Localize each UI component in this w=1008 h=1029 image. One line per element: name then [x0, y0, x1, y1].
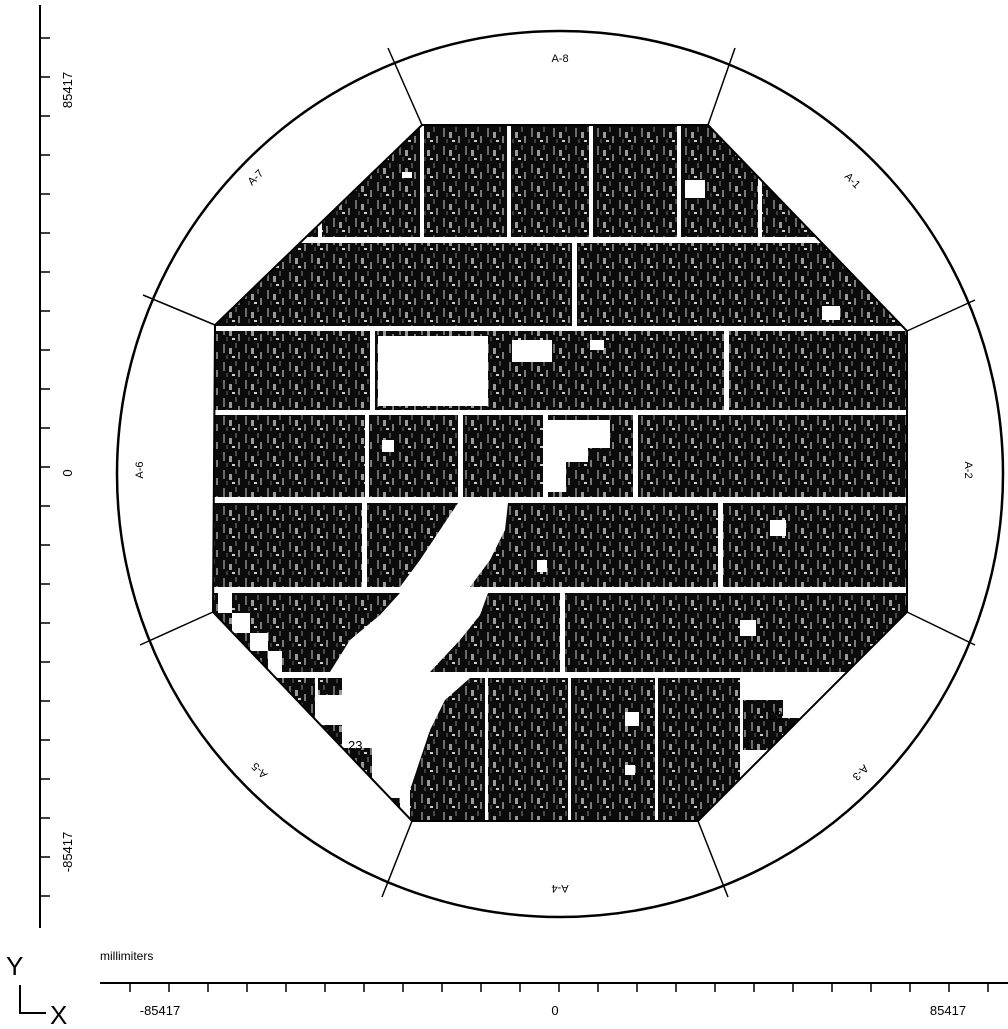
y-axis-letter: Y: [6, 951, 23, 981]
cell-number-28: 28: [768, 708, 782, 723]
defect-spots: [382, 172, 840, 775]
axis-indicator: Y X: [6, 951, 67, 1029]
y-tick-label: -85417: [60, 832, 75, 872]
x-tick-label: -85417: [140, 1003, 180, 1018]
x-axis-letter: X: [50, 1000, 67, 1029]
x-axis: -85417 0 85417 millimiters: [100, 949, 1008, 1018]
sector-dividers: [139, 47, 976, 898]
x-tick-label: 0: [551, 1003, 558, 1018]
y-axis: 85417 0 -85417: [39, 5, 75, 928]
sector-label-a8: A-8: [551, 53, 568, 65]
sector-label-a6: A-6: [134, 461, 146, 478]
y-tick-label: 0: [60, 469, 75, 476]
axis-units: millimiters: [100, 949, 153, 963]
sector-label-a4: A-4: [551, 882, 568, 894]
sector-label-a2: A-2: [962, 461, 974, 478]
row-separators: [213, 237, 907, 678]
cell-number-23: 23: [348, 738, 362, 753]
x-tick-label: 85417: [930, 1003, 966, 1018]
die-area-outline: [211, 124, 908, 822]
y-tick-label: 85417: [60, 72, 75, 108]
